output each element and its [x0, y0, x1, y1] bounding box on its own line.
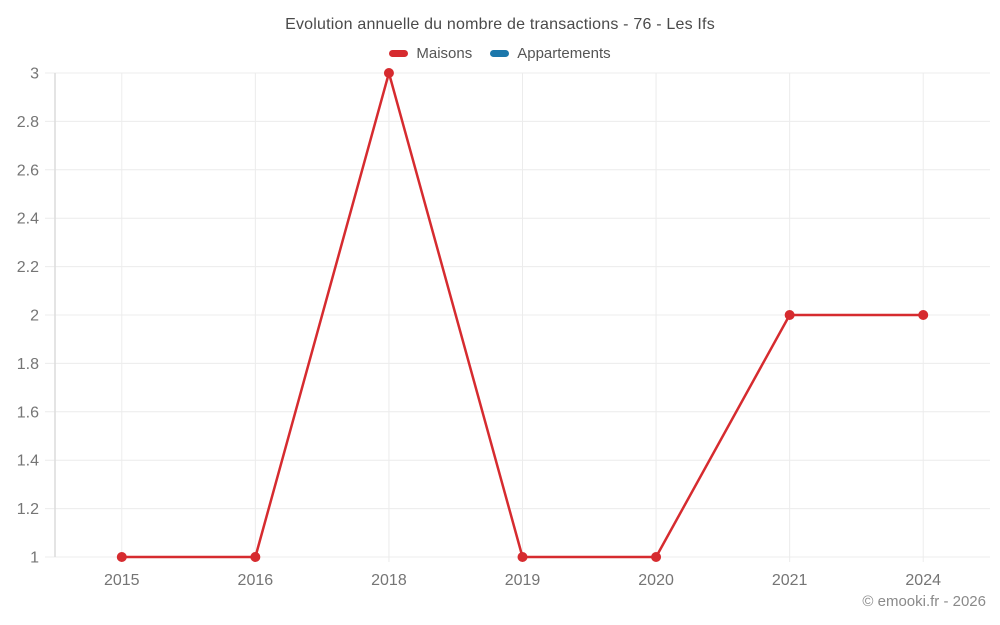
y-axis-tick-label: 2.8 — [17, 114, 39, 131]
x-axis-tick-label: 2016 — [238, 572, 274, 589]
legend-item-label: Appartements — [517, 45, 611, 62]
legend-swatch-icon — [490, 50, 510, 57]
x-axis-tick-label: 2015 — [104, 572, 140, 589]
x-axis-tick-label: 2021 — [772, 572, 808, 589]
x-axis-tick-label: 2024 — [905, 572, 941, 589]
data-point-maisons-2024[interactable] — [918, 310, 929, 320]
y-axis-tick-label: 1.4 — [17, 453, 39, 470]
data-point-maisons-2018[interactable] — [383, 68, 394, 78]
gridlines — [45, 72, 990, 562]
legend-item-appartements[interactable]: Appartements — [490, 45, 611, 62]
y-axis-tick-label: 2.4 — [17, 211, 39, 228]
legend: Maisons Appartements — [0, 45, 1000, 62]
y-axis-tick-label: 2.2 — [17, 259, 39, 276]
y-axis-tick-label: 1 — [30, 550, 39, 567]
copyright-text: © emooki.fr - 2026 — [862, 593, 986, 610]
data-point-maisons-2021[interactable] — [784, 310, 795, 320]
x-axis-tick-label: 2020 — [638, 572, 674, 589]
y-axis-tick-label: 1.2 — [17, 501, 39, 518]
data-point-maisons-2015[interactable] — [116, 552, 127, 562]
data-point-maisons-2020[interactable] — [651, 552, 662, 562]
series-lines — [116, 68, 929, 562]
axes: 1 1.2 1.4 1.6 1.8 2 2.2 2.4 2.6 2.8 3 2015 2016 2018 2… — [17, 66, 941, 590]
legend-item-maisons[interactable]: Maisons — [389, 45, 472, 62]
y-axis-tick-label: 1.6 — [17, 404, 39, 421]
data-point-maisons-2016[interactable] — [250, 552, 261, 562]
y-axis-tick-label: 3 — [30, 66, 39, 83]
x-axis-tick-label: 2018 — [371, 572, 407, 589]
y-axis-tick-label: 2 — [30, 308, 39, 325]
y-axis-tick-label: 2.6 — [17, 162, 39, 179]
chart-title: Evolution annuelle du nombre de transact… — [285, 16, 715, 33]
x-axis-tick-label: 2019 — [505, 572, 541, 589]
y-axis-tick-label: 1.8 — [17, 356, 39, 373]
legend-swatch-icon — [389, 50, 409, 57]
data-point-maisons-2019[interactable] — [517, 552, 528, 562]
series-maisons — [116, 68, 929, 562]
legend-item-label: Maisons — [416, 45, 473, 62]
